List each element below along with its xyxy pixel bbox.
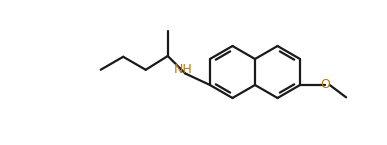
Text: O: O [320,78,330,91]
Text: NH: NH [174,63,193,76]
